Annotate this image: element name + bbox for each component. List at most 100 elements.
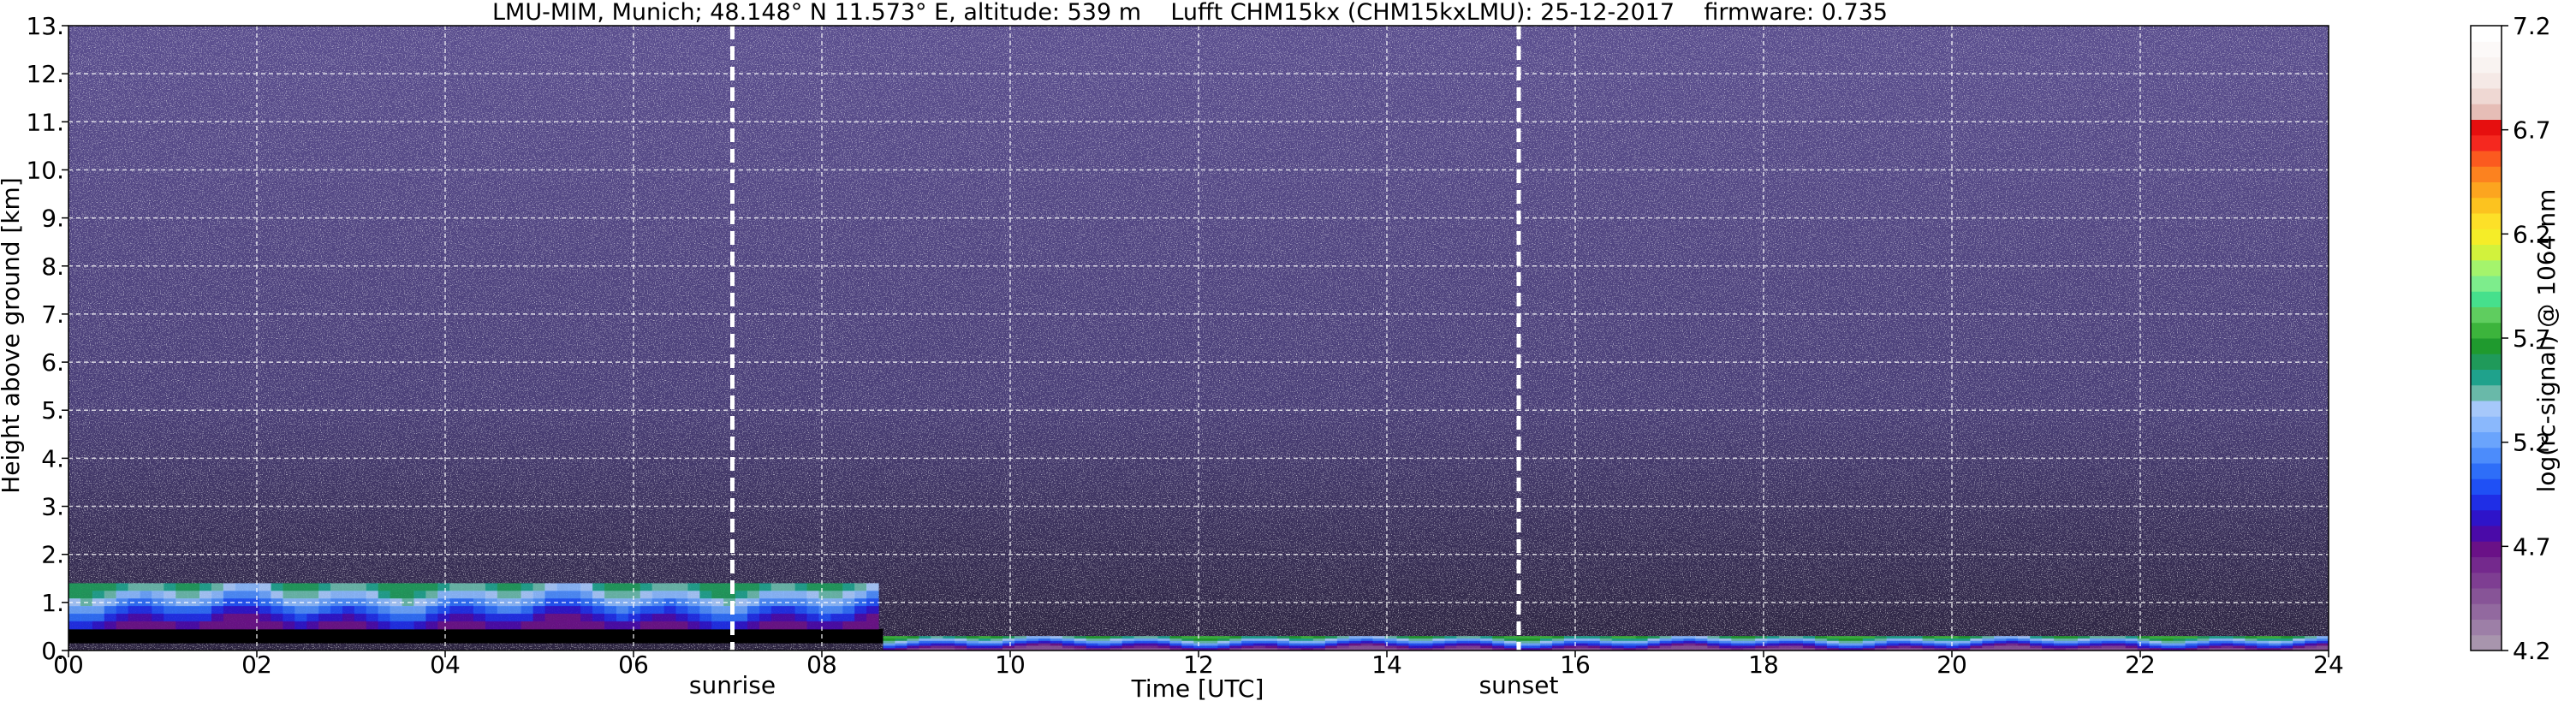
layer-cell [485, 606, 498, 615]
layer-cell [1587, 645, 1601, 649]
layer-cell [1300, 648, 1314, 651]
layer-cell [544, 598, 557, 607]
layer-cell [895, 643, 908, 646]
layer-cell [1994, 638, 2007, 642]
layer-cell [2257, 645, 2270, 649]
colorbar-segment [2471, 541, 2502, 557]
layer-cell [883, 648, 896, 651]
layer-cell [152, 598, 164, 607]
layer-cell [2030, 645, 2043, 649]
layer-cell [1456, 638, 1469, 642]
layer-cell [68, 583, 81, 591]
layer-cell [330, 598, 343, 607]
layer-cell [1480, 636, 1493, 639]
layer-cell [616, 606, 629, 615]
layer-cell [1145, 638, 1159, 642]
layer-cell [1611, 648, 1625, 651]
layer-cell [271, 621, 284, 630]
layer-cell [1133, 648, 1147, 651]
colorbar-segment [2471, 494, 2502, 511]
layer-cell [1288, 638, 1302, 642]
layer-cell [544, 613, 557, 622]
x-tick-label: 08 [806, 651, 837, 679]
layer-cell [2317, 645, 2329, 649]
layer-cell [1038, 645, 1051, 649]
layer-cell [1886, 643, 1900, 646]
layer-cell [687, 613, 700, 622]
colorbar-label: log(rc-signal) @ 1064 nm [2532, 189, 2561, 493]
layer-cell [991, 640, 1003, 645]
layer-cell [1635, 640, 1649, 645]
layer-cell [1193, 645, 1206, 649]
layer-cell [521, 606, 534, 615]
layer-cell [2197, 638, 2210, 642]
layer-cell [1504, 640, 1517, 645]
layer-cell [640, 591, 653, 599]
x-tick-label: 16 [1560, 651, 1591, 679]
layer-cell [390, 583, 403, 591]
layer-cell [931, 643, 943, 646]
layer-cell [955, 640, 967, 645]
colorbar-segment [2471, 119, 2502, 136]
layer-cell [854, 591, 867, 599]
layer-cell [1265, 648, 1278, 651]
layer-cell [1826, 638, 1840, 642]
layer-cell [413, 598, 426, 607]
layer-cell [1826, 648, 1840, 651]
layer-cell [651, 591, 665, 599]
layer-cell [1074, 643, 1087, 646]
layer-cell [2101, 638, 2115, 642]
layer-cell [1348, 638, 1362, 642]
layer-cell [735, 621, 748, 630]
layer-cell [1695, 648, 1708, 651]
layer-cell [806, 598, 820, 607]
layer-cell [1826, 640, 1840, 645]
layer-cell [2317, 640, 2329, 645]
layer-cell [991, 643, 1003, 646]
layer-cell [1850, 643, 1864, 646]
layer-cell [1982, 640, 1995, 645]
layer-cell [711, 591, 724, 599]
layer-cell [1540, 640, 1553, 645]
layer-cell [1086, 643, 1099, 646]
layer-cell [1408, 640, 1422, 645]
colorbar-segment [2471, 134, 2502, 152]
layer-cell [616, 598, 629, 607]
layer-cell [1002, 645, 1015, 649]
x-tick-label: 10 [995, 651, 1026, 679]
layer-cell [854, 621, 867, 630]
layer-cell [1611, 643, 1625, 646]
layer-cell [979, 645, 991, 649]
layer-cell [2245, 645, 2258, 649]
layer-cell [1922, 636, 1936, 639]
layer-cell [92, 613, 105, 622]
layer-cell [1791, 638, 1804, 642]
layer-cell [128, 591, 141, 599]
layer-cell [1050, 636, 1063, 639]
colorbar-segment [2471, 588, 2502, 604]
layer-cell [2281, 640, 2293, 645]
layer-cell [92, 591, 105, 599]
layer-cell [711, 583, 724, 591]
layer-cell [1516, 643, 1529, 646]
layer-cell [1563, 640, 1577, 645]
layer-cell [1850, 638, 1864, 642]
layer-cell [1898, 640, 1912, 645]
layer-cell [1002, 638, 1015, 642]
layer-cell [104, 606, 117, 615]
layer-cell [2233, 638, 2246, 642]
layer-cell [640, 621, 653, 630]
layer-cell [1671, 643, 1685, 646]
layer-cell [92, 621, 105, 630]
layer-cell [1432, 640, 1445, 645]
layer-cell [509, 606, 522, 615]
layer-cell [1504, 648, 1517, 651]
layer-cell [199, 613, 212, 622]
layer-cell [1970, 645, 1983, 649]
layer-cell [1277, 640, 1290, 645]
layer-cell [509, 583, 522, 591]
layer-cell [782, 583, 796, 591]
layer-cell [2006, 640, 2019, 645]
layer-cell [1229, 636, 1242, 639]
layer-cell [592, 621, 605, 630]
